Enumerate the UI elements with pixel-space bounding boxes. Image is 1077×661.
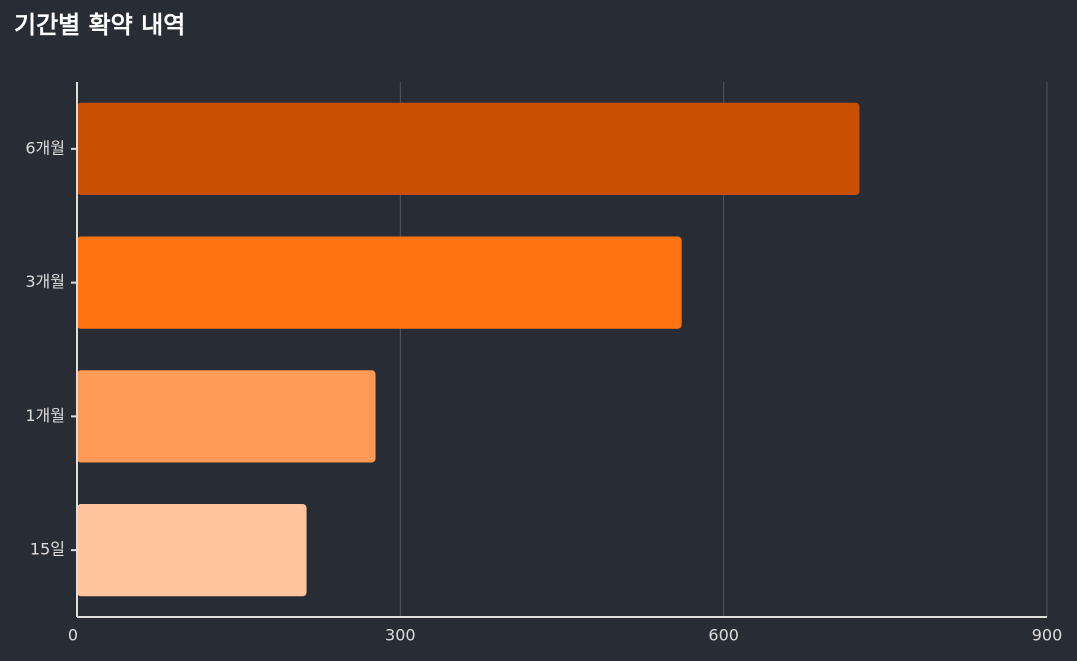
bar <box>77 102 860 196</box>
bar <box>77 236 682 329</box>
y-tick-label: 3개월 <box>25 272 65 291</box>
y-tick-label: 15일 <box>30 540 65 559</box>
chart-title: 기간별 확약 내역 <box>14 11 185 39</box>
y-tick-label: 1개월 <box>25 406 65 425</box>
x-tick-label: 300 <box>385 626 416 645</box>
bar <box>77 370 376 463</box>
y-tick-label: 6개월 <box>25 138 65 157</box>
x-tick-label: 900 <box>1032 626 1063 645</box>
x-tick-label: 600 <box>708 626 739 645</box>
x-tick-label: 0 <box>68 626 78 645</box>
bar <box>77 503 307 597</box>
